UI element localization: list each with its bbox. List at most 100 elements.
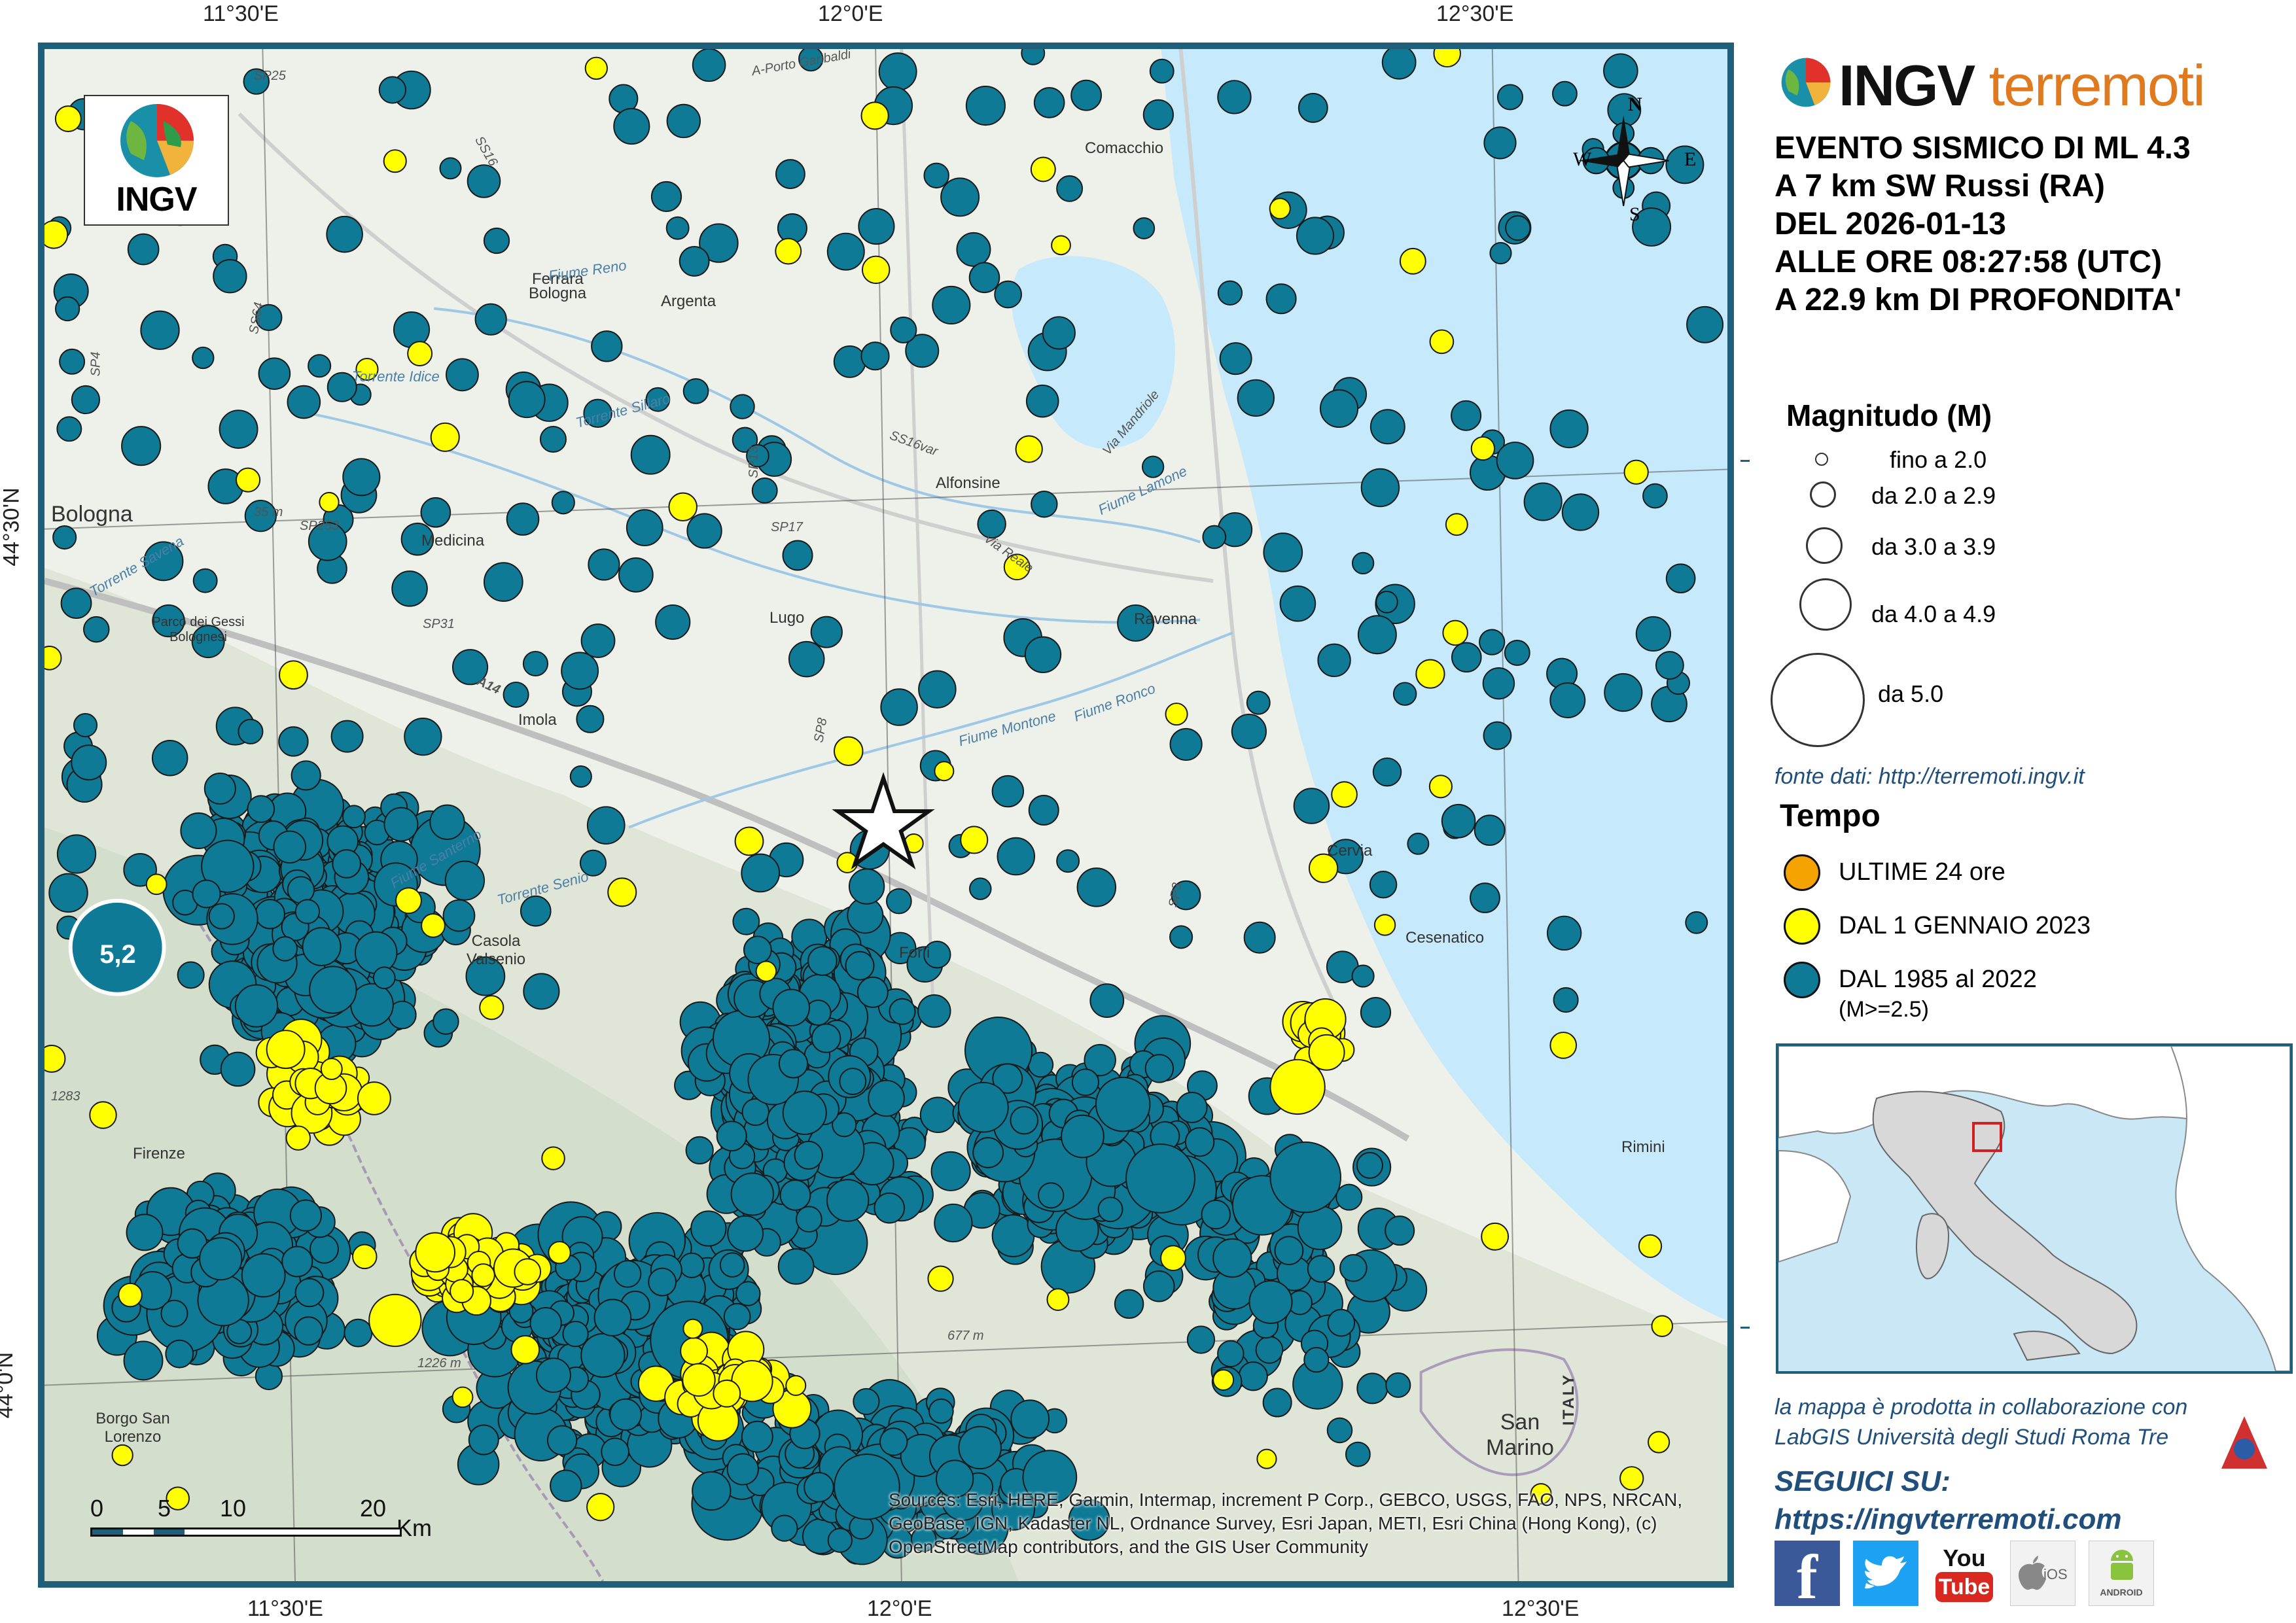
historic-event-dot[interactable] xyxy=(1246,690,1271,715)
recent-event-dot[interactable] xyxy=(607,877,637,907)
recent-event-dot[interactable] xyxy=(54,105,82,133)
recent-event-dot[interactable] xyxy=(1399,247,1426,275)
historic-event-dot[interactable] xyxy=(727,1215,764,1252)
historic-event-dot[interactable] xyxy=(446,358,479,392)
historic-event-dot[interactable] xyxy=(255,899,285,930)
historic-event-dot[interactable] xyxy=(777,213,807,244)
historic-event-dot[interactable] xyxy=(716,1121,747,1152)
historic-event-dot[interactable] xyxy=(810,616,843,648)
historic-event-dot[interactable] xyxy=(506,502,540,536)
historic-event-dot[interactable] xyxy=(326,215,363,253)
historic-event-dot[interactable] xyxy=(613,1260,642,1288)
recent-event-dot[interactable] xyxy=(927,1265,954,1292)
recent-event-dot[interactable] xyxy=(1269,198,1291,220)
historic-event-dot[interactable] xyxy=(972,1137,1004,1168)
historic-event-dot[interactable] xyxy=(853,1387,880,1416)
ingv-logo[interactable]: INGV xyxy=(84,95,229,226)
recent-event-dot[interactable] xyxy=(1256,1448,1277,1469)
historic-event-dot[interactable] xyxy=(1262,1387,1292,1418)
historic-event-dot[interactable] xyxy=(650,181,682,213)
historic-event-dot[interactable] xyxy=(1097,1196,1123,1223)
historic-event-dot[interactable] xyxy=(918,670,957,708)
historic-event-dot[interactable] xyxy=(1169,727,1203,761)
historic-event-dot[interactable] xyxy=(1686,305,1724,343)
historic-event-dot[interactable] xyxy=(1231,714,1267,750)
historic-event-dot[interactable] xyxy=(889,998,916,1025)
historic-event-dot[interactable] xyxy=(444,860,486,901)
historic-event-dot[interactable] xyxy=(1375,591,1398,614)
recent-event-dot[interactable] xyxy=(510,1335,540,1365)
historic-event-dot[interactable] xyxy=(1369,409,1405,445)
historic-event-dot[interactable] xyxy=(1237,379,1275,417)
historic-event-dot[interactable] xyxy=(743,935,772,964)
historic-event-dot[interactable] xyxy=(593,1299,632,1336)
recent-event-dot[interactable] xyxy=(1003,553,1031,581)
recent-event-dot[interactable] xyxy=(860,101,889,130)
historic-event-dot[interactable] xyxy=(586,806,626,845)
historic-event-dot[interactable] xyxy=(1042,316,1076,350)
historic-event-dot[interactable] xyxy=(1248,1280,1293,1324)
historic-event-dot[interactable] xyxy=(1339,1253,1368,1282)
recent-event-dot[interactable] xyxy=(352,1244,378,1270)
historic-event-dot[interactable] xyxy=(1142,1270,1175,1302)
historic-event-dot[interactable] xyxy=(857,976,889,1008)
historic-event-dot[interactable] xyxy=(1125,1143,1196,1213)
recent-event-dot[interactable] xyxy=(479,995,504,1021)
recent-event-dot[interactable] xyxy=(1619,1466,1644,1491)
map-frame[interactable]: Comacchio Ferrara Argenta Bologna Alfons… xyxy=(38,43,1734,1588)
historic-event-dot[interactable] xyxy=(630,434,671,475)
historic-event-dot[interactable] xyxy=(219,410,258,449)
recent-event-dot[interactable] xyxy=(1648,1431,1670,1454)
historic-event-dot[interactable] xyxy=(1038,1182,1065,1209)
recent-event-dot[interactable] xyxy=(111,1444,133,1467)
data-source[interactable]: fonte dati: http://terremoti.ingv.it xyxy=(1775,764,2085,789)
historic-event-dot[interactable] xyxy=(350,983,394,1027)
historic-event-dot[interactable] xyxy=(1028,794,1059,826)
historic-event-dot[interactable] xyxy=(1084,1043,1116,1077)
historic-event-dot[interactable] xyxy=(60,587,92,620)
historic-event-dot[interactable] xyxy=(930,1151,971,1191)
historic-event-dot[interactable] xyxy=(1381,49,1417,80)
historic-event-dot[interactable] xyxy=(294,899,321,924)
recent-event-dot[interactable] xyxy=(319,492,340,513)
historic-event-dot[interactable] xyxy=(220,1051,256,1087)
recent-event-dot[interactable] xyxy=(1415,659,1445,689)
historic-event-dot[interactable] xyxy=(1298,93,1328,123)
historic-event-dot[interactable] xyxy=(1360,468,1400,508)
historic-event-dot[interactable] xyxy=(1546,915,1582,951)
historic-event-dot[interactable] xyxy=(992,1063,1023,1094)
historic-event-dot[interactable] xyxy=(1056,175,1084,202)
historic-event-dot[interactable] xyxy=(1217,280,1243,305)
historic-event-dot[interactable] xyxy=(848,868,885,905)
historic-event-dot[interactable] xyxy=(601,1437,629,1467)
historic-event-dot[interactable] xyxy=(1296,217,1335,255)
historic-event-dot[interactable] xyxy=(845,951,875,981)
historic-event-dot[interactable] xyxy=(928,1398,954,1424)
historic-event-dot[interactable] xyxy=(1219,342,1252,375)
historic-event-dot[interactable] xyxy=(294,1316,323,1346)
historic-event-dot[interactable] xyxy=(719,1252,745,1278)
historic-event-dot[interactable] xyxy=(59,348,86,375)
recent-event-dot[interactable] xyxy=(680,1336,709,1365)
historic-event-dot[interactable] xyxy=(420,497,451,528)
recent-event-dot[interactable] xyxy=(713,1379,741,1408)
historic-event-dot[interactable] xyxy=(203,772,236,805)
historic-event-dot[interactable] xyxy=(679,1252,705,1278)
historic-event-dot[interactable] xyxy=(258,357,291,390)
recent-event-dot[interactable] xyxy=(514,1258,542,1285)
historic-event-dot[interactable] xyxy=(123,1340,164,1381)
historic-event-dot[interactable] xyxy=(126,1213,164,1251)
historic-event-dot[interactable] xyxy=(177,961,205,989)
historic-event-dot[interactable] xyxy=(1335,1183,1363,1211)
historic-event-dot[interactable] xyxy=(1351,964,1375,988)
historic-event-dot[interactable] xyxy=(1317,643,1351,678)
recent-event-dot[interactable] xyxy=(785,1374,807,1396)
historic-event-dot[interactable] xyxy=(969,877,992,900)
historic-event-dot[interactable] xyxy=(1142,99,1174,130)
historic-event-dot[interactable] xyxy=(583,398,612,428)
historic-event-dot[interactable] xyxy=(465,956,506,996)
historic-event-dot[interactable] xyxy=(1549,409,1589,449)
historic-event-dot[interactable] xyxy=(858,208,895,245)
historic-event-dot[interactable] xyxy=(1319,389,1359,428)
historic-event-dot[interactable] xyxy=(1451,400,1482,431)
